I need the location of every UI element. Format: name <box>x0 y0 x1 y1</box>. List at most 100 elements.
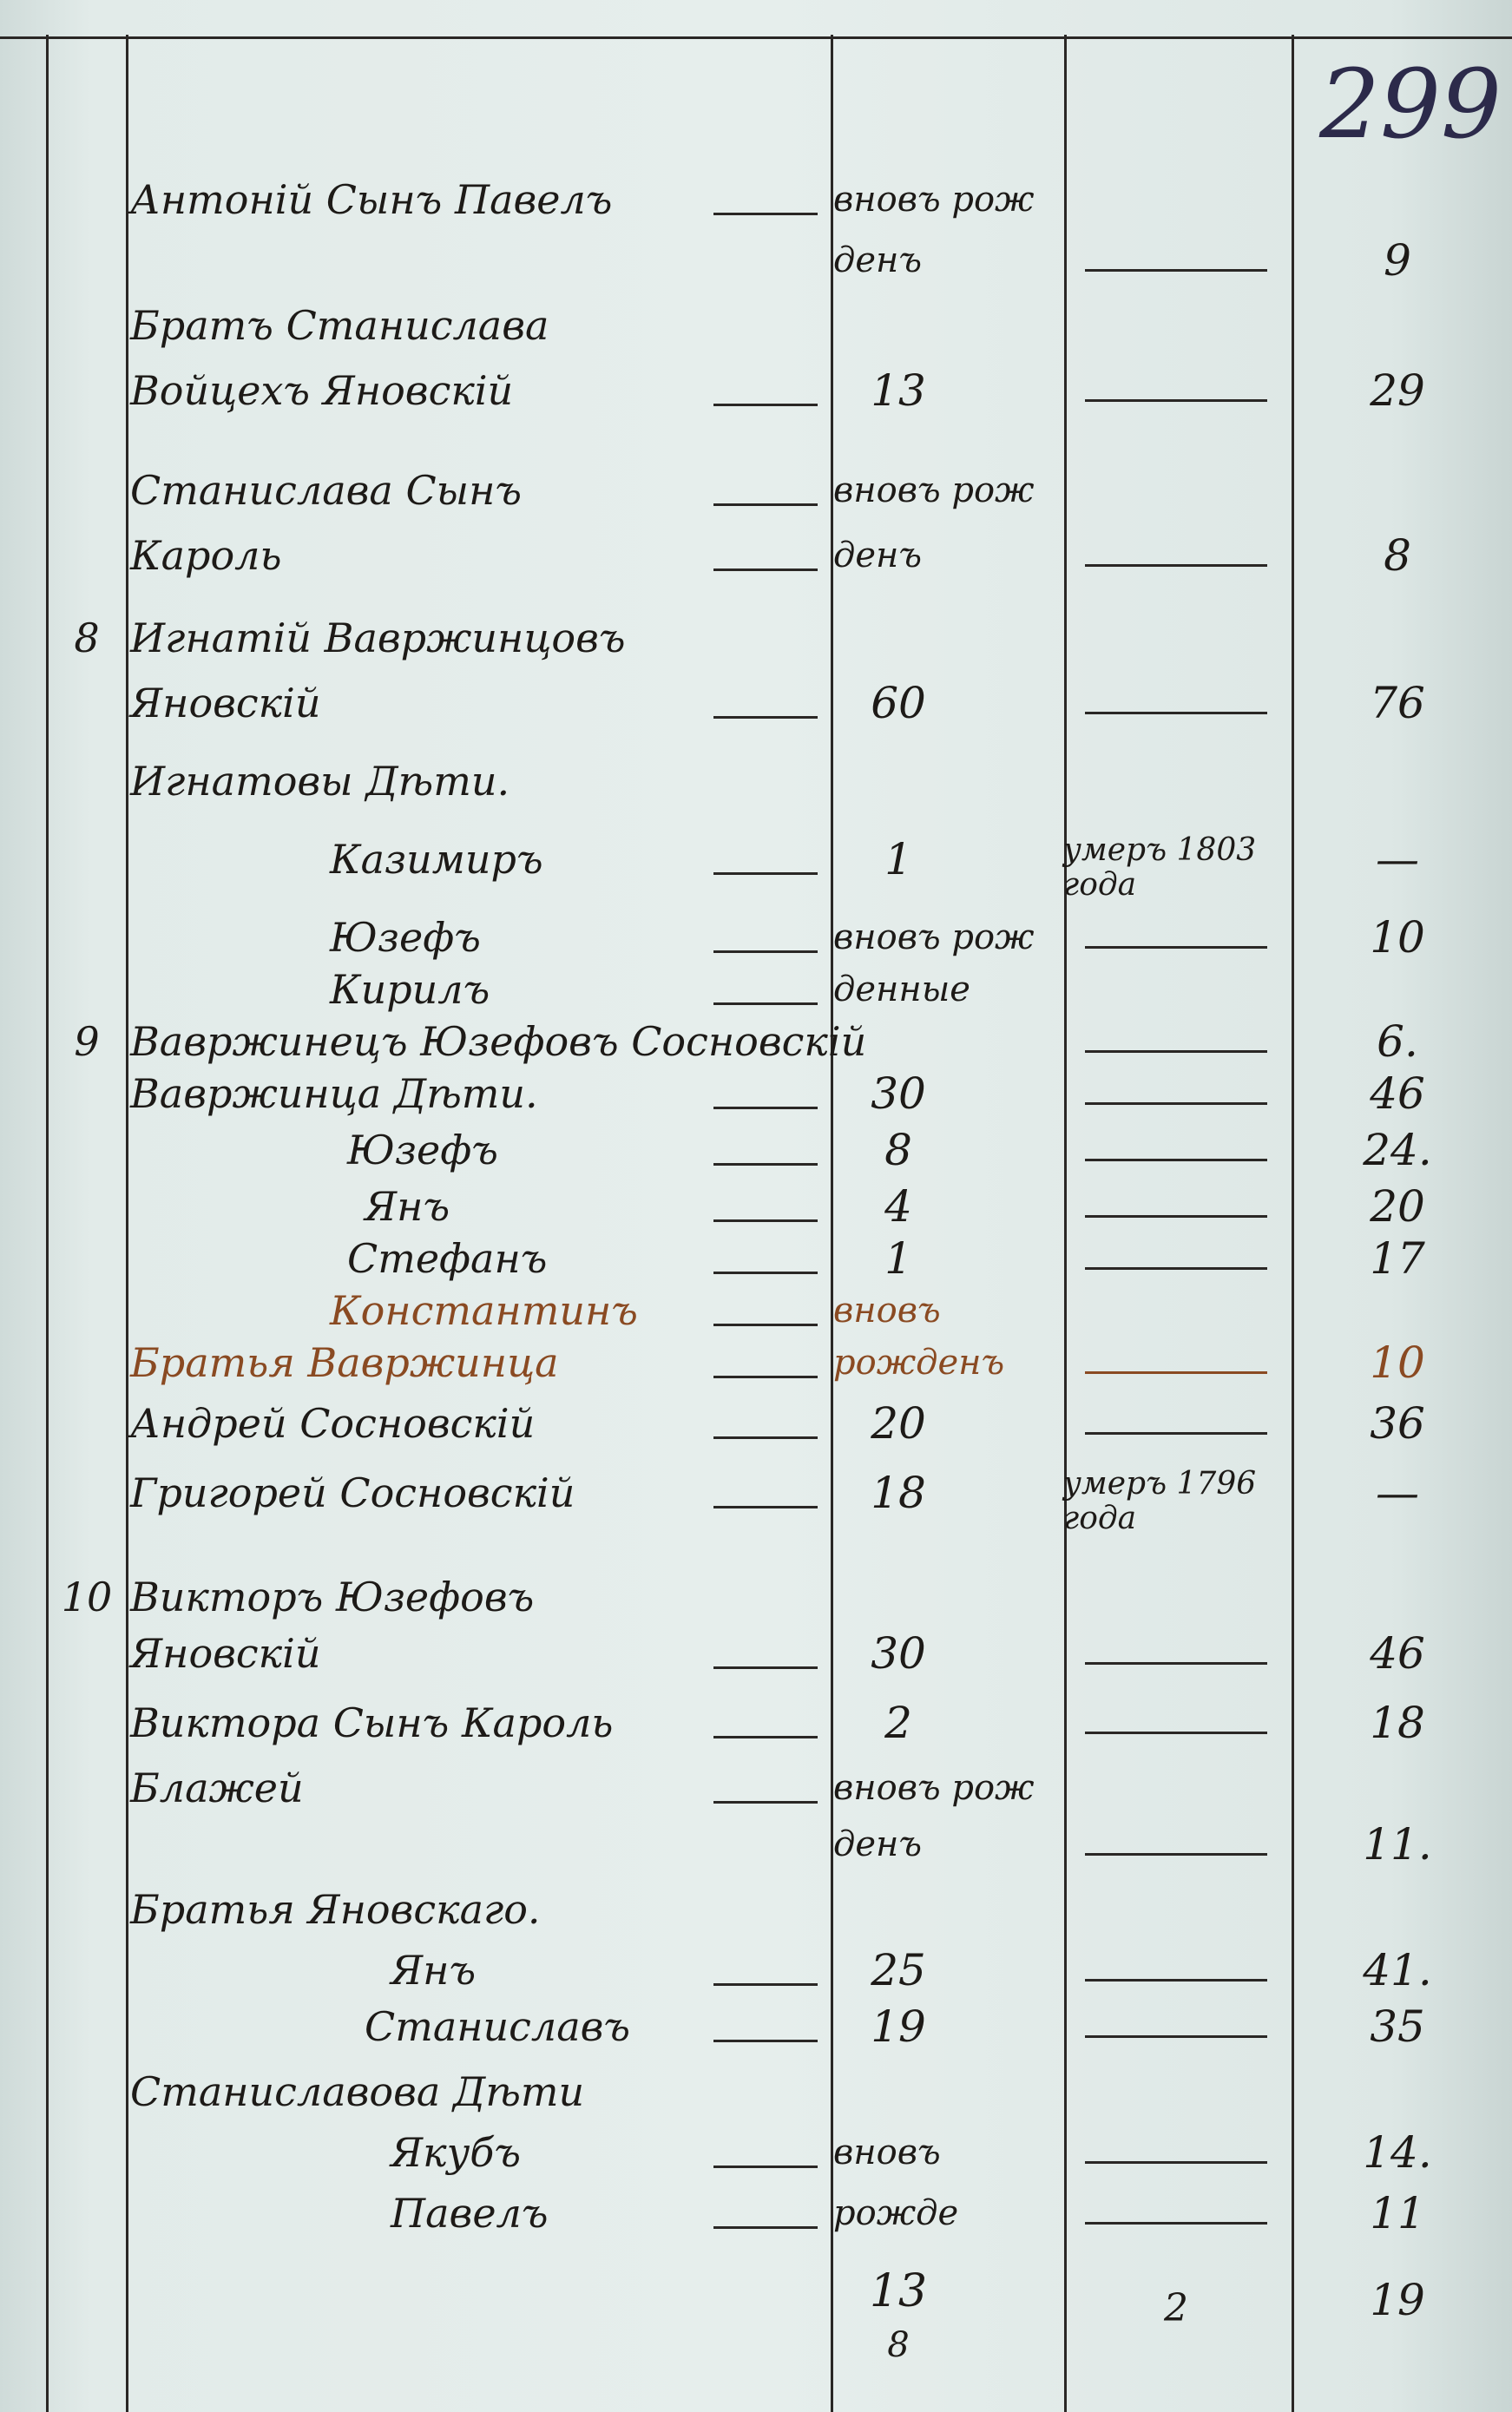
person-name: Казимиръ <box>330 836 543 883</box>
person-name: Григорей Сосновскій <box>130 1469 575 1516</box>
register-entry: Станиславова Дѣти <box>0 2066 1512 2118</box>
age-value: рожде <box>833 2193 959 2233</box>
age-value: 2 <box>884 1698 912 1748</box>
dash-mark <box>713 1983 818 1986</box>
dash-mark <box>1085 1662 1267 1665</box>
person-name: Игнатовы Дѣти. <box>130 758 510 805</box>
dash-mark <box>713 1736 818 1738</box>
age-value: 20 <box>871 1398 926 1449</box>
age-value: денъ <box>833 536 923 575</box>
register-entry: денъ 9 <box>0 234 1512 286</box>
age-value: вновъ рож <box>833 180 1035 220</box>
current-age: 46 <box>1370 1628 1425 1679</box>
person-name: Антоній Сынъ Павелъ <box>130 176 613 223</box>
person-name: Блажей <box>130 1765 304 1811</box>
register-entry: Братъ Станислава <box>0 299 1512 352</box>
top-rule <box>0 36 1512 39</box>
register-entry: Юзефъ 8 24. <box>0 1124 1512 1176</box>
person-name: Братъ Станислава <box>130 302 549 349</box>
current-age: 11 <box>1370 2188 1425 2238</box>
age-value: вновъ рож <box>833 470 1035 510</box>
register-entry: Яновскій 30 46 <box>0 1627 1512 1679</box>
person-name: Павелъ <box>391 2190 549 2237</box>
register-entry: Вавржинца Дѣти. 30 46 <box>0 1068 1512 1120</box>
total-age-sub: 8 <box>887 2325 910 2365</box>
current-age: 24. <box>1363 1125 1432 1175</box>
age-value: денъ <box>833 1824 923 1864</box>
dash-mark <box>1085 1102 1267 1105</box>
dash-mark <box>713 213 818 215</box>
person-name: Константинъ <box>330 1287 638 1334</box>
dash-mark <box>1085 399 1267 402</box>
current-age: 18 <box>1370 1698 1425 1748</box>
current-age: 6. <box>1377 1016 1418 1067</box>
age-value: 18 <box>871 1468 926 1518</box>
register-entry: 10 Викторъ Юзефовъ <box>0 1571 1512 1623</box>
register-entry: Якубъ вновъ 14. <box>0 2126 1512 2179</box>
dash-mark <box>1085 1267 1267 1270</box>
dash-mark <box>713 1666 818 1669</box>
register-entry: Блажей вновъ рож <box>0 1762 1512 1814</box>
totals-row: 13 8 2 19 <box>0 2265 1512 2365</box>
register-entry: Виктора Сынъ Кароль 2 18 <box>0 1697 1512 1749</box>
person-name: Яновскій <box>130 1630 321 1677</box>
dash-mark <box>1085 1371 1267 1374</box>
register-entry: Игнатовы Дѣти. <box>0 755 1512 807</box>
dash-mark <box>713 1324 818 1326</box>
register-entry: Войцехъ Яновскій 13 29 <box>0 365 1512 417</box>
dash-mark <box>1085 269 1267 272</box>
register-entry: Стефанъ 1 17 <box>0 1232 1512 1285</box>
dash-mark <box>1085 2161 1267 2164</box>
total-age: 13 <box>869 2265 928 2317</box>
current-age: 8 <box>1384 530 1411 581</box>
current-age: 35 <box>1370 2001 1425 2052</box>
person-name: Янъ <box>365 1183 450 1230</box>
dash-mark <box>1085 1979 1267 1982</box>
register-entry: 9 Вавржинецъ Юзефовъ Сосновскій 6. <box>0 1015 1512 1068</box>
total-note: 2 <box>1164 2286 1188 2330</box>
person-name: Вавржинецъ Юзефовъ Сосновскій <box>130 1018 867 1065</box>
register-entry: Юзефъ вновъ рож 10 <box>0 911 1512 963</box>
age-value: вновъ рож <box>833 917 1035 957</box>
dash-mark <box>713 503 818 506</box>
age-value: 30 <box>871 1628 926 1679</box>
column-rule <box>1292 35 1294 2412</box>
dash-mark <box>1085 1732 1267 1734</box>
current-age: 11. <box>1363 1819 1432 1870</box>
dash-mark <box>713 872 818 875</box>
age-value: 1 <box>884 834 912 884</box>
age-value: 30 <box>871 1068 926 1119</box>
dash-mark <box>713 716 818 719</box>
person-name: Станислава Сынъ <box>130 467 523 514</box>
dash-mark <box>1085 1432 1267 1435</box>
register-entry: Константинъ вновъ <box>0 1285 1512 1337</box>
current-age: 10 <box>1370 912 1425 963</box>
register-entry: Братья Вавржинца рожденъ 10 <box>0 1337 1512 1389</box>
current-age: 17 <box>1370 1233 1425 1284</box>
person-name: Юзефъ <box>347 1127 498 1173</box>
current-age: 76 <box>1370 678 1425 728</box>
register-entry: Павелъ рожде 11 <box>0 2187 1512 2239</box>
age-value: денные <box>833 969 970 1009</box>
current-age: — <box>1376 834 1419 884</box>
entry-number: 9 <box>74 1018 100 1065</box>
dash-mark <box>1085 1159 1267 1161</box>
age-value: 60 <box>871 678 926 728</box>
dash-mark <box>1085 1215 1267 1218</box>
age-value: 1 <box>884 1233 912 1284</box>
person-name: Викторъ Юзефовъ <box>130 1574 535 1620</box>
age-value: вновъ <box>833 1291 941 1331</box>
dash-mark <box>713 1107 818 1109</box>
dash-mark <box>1085 2222 1267 2225</box>
dash-mark <box>713 2166 818 2168</box>
current-age: 10 <box>1370 1337 1425 1388</box>
person-name: Стефанъ <box>347 1235 548 1282</box>
person-name: Яновскій <box>130 680 321 726</box>
register-entry: Янъ 25 41. <box>0 1944 1512 1996</box>
age-value: 8 <box>884 1125 912 1175</box>
age-value: рожденъ <box>833 1343 1005 1383</box>
register-entry: 8 Игнатій Вавржинцовъ <box>0 612 1512 664</box>
register-entry: Кирилъ денные <box>0 963 1512 1015</box>
register-entry: Григорей Сосновскій 18 умеръ 1796 года — <box>0 1467 1512 1536</box>
dash-mark <box>1085 1050 1267 1053</box>
